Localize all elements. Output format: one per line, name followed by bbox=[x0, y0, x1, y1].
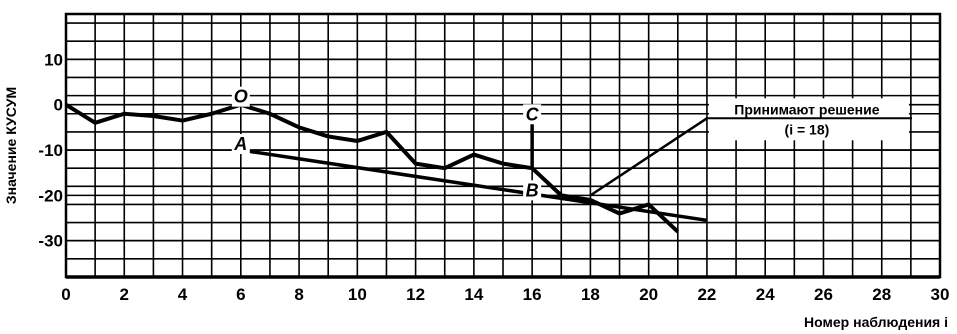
annotation-text-line2: (i = 18) bbox=[785, 121, 830, 137]
x-tick-label: 24 bbox=[756, 285, 775, 304]
y-tick-label: 0 bbox=[54, 96, 63, 115]
y-tick-label: -30 bbox=[38, 232, 63, 251]
x-tick-label: 30 bbox=[931, 285, 950, 304]
y-tick-label: -20 bbox=[38, 186, 63, 205]
decision-annotation: Принимают решение (i = 18) bbox=[706, 98, 912, 141]
point-label-c: C bbox=[526, 104, 540, 124]
x-tick-label: 28 bbox=[872, 285, 891, 304]
cusum-series-line bbox=[64, 102, 680, 234]
y-tick-label: 10 bbox=[44, 50, 63, 69]
point-label-o: O bbox=[234, 87, 248, 107]
plot-frame bbox=[64, 12, 942, 279]
point-label-background bbox=[231, 86, 250, 107]
point-labels: O C A B bbox=[231, 86, 542, 201]
x-axis-title: Номер наблюдения i bbox=[804, 314, 948, 330]
series bbox=[64, 102, 680, 234]
x-tick-label: 6 bbox=[236, 285, 245, 304]
point-label-background bbox=[523, 180, 542, 201]
x-tick-label: 16 bbox=[523, 285, 542, 304]
x-tick-label: 0 bbox=[61, 285, 70, 304]
grid bbox=[65, 14, 941, 278]
x-tick-labels: 0 2 4 6 8 10 12 14 16 18 20 22 24 26 28 30 bbox=[61, 285, 949, 304]
y-axis-title: Значение КУСУМ bbox=[3, 87, 19, 204]
point-label-background bbox=[523, 104, 542, 125]
x-tick-label: 14 bbox=[464, 285, 483, 304]
point-label-b: B bbox=[526, 180, 539, 200]
x-tick-label: 2 bbox=[120, 285, 129, 304]
x-tick-label: 22 bbox=[697, 285, 716, 304]
x-tick-label: 20 bbox=[639, 285, 658, 304]
y-tick-labels: 10 0 -10 -20 -30 bbox=[38, 50, 63, 250]
annotation-text-line1: Принимают решение bbox=[734, 101, 879, 117]
x-tick-label: 26 bbox=[814, 285, 833, 304]
point-label-background bbox=[231, 134, 250, 155]
point-label-a: A bbox=[233, 134, 247, 154]
x-tick-label: 4 bbox=[178, 285, 188, 304]
x-tick-label: 8 bbox=[294, 285, 303, 304]
x-tick-label: 18 bbox=[581, 285, 600, 304]
y-tick-label: -10 bbox=[38, 141, 63, 160]
x-tick-label: 10 bbox=[348, 285, 367, 304]
x-tick-label: 12 bbox=[406, 285, 425, 304]
decision-pointer-line bbox=[589, 117, 708, 197]
